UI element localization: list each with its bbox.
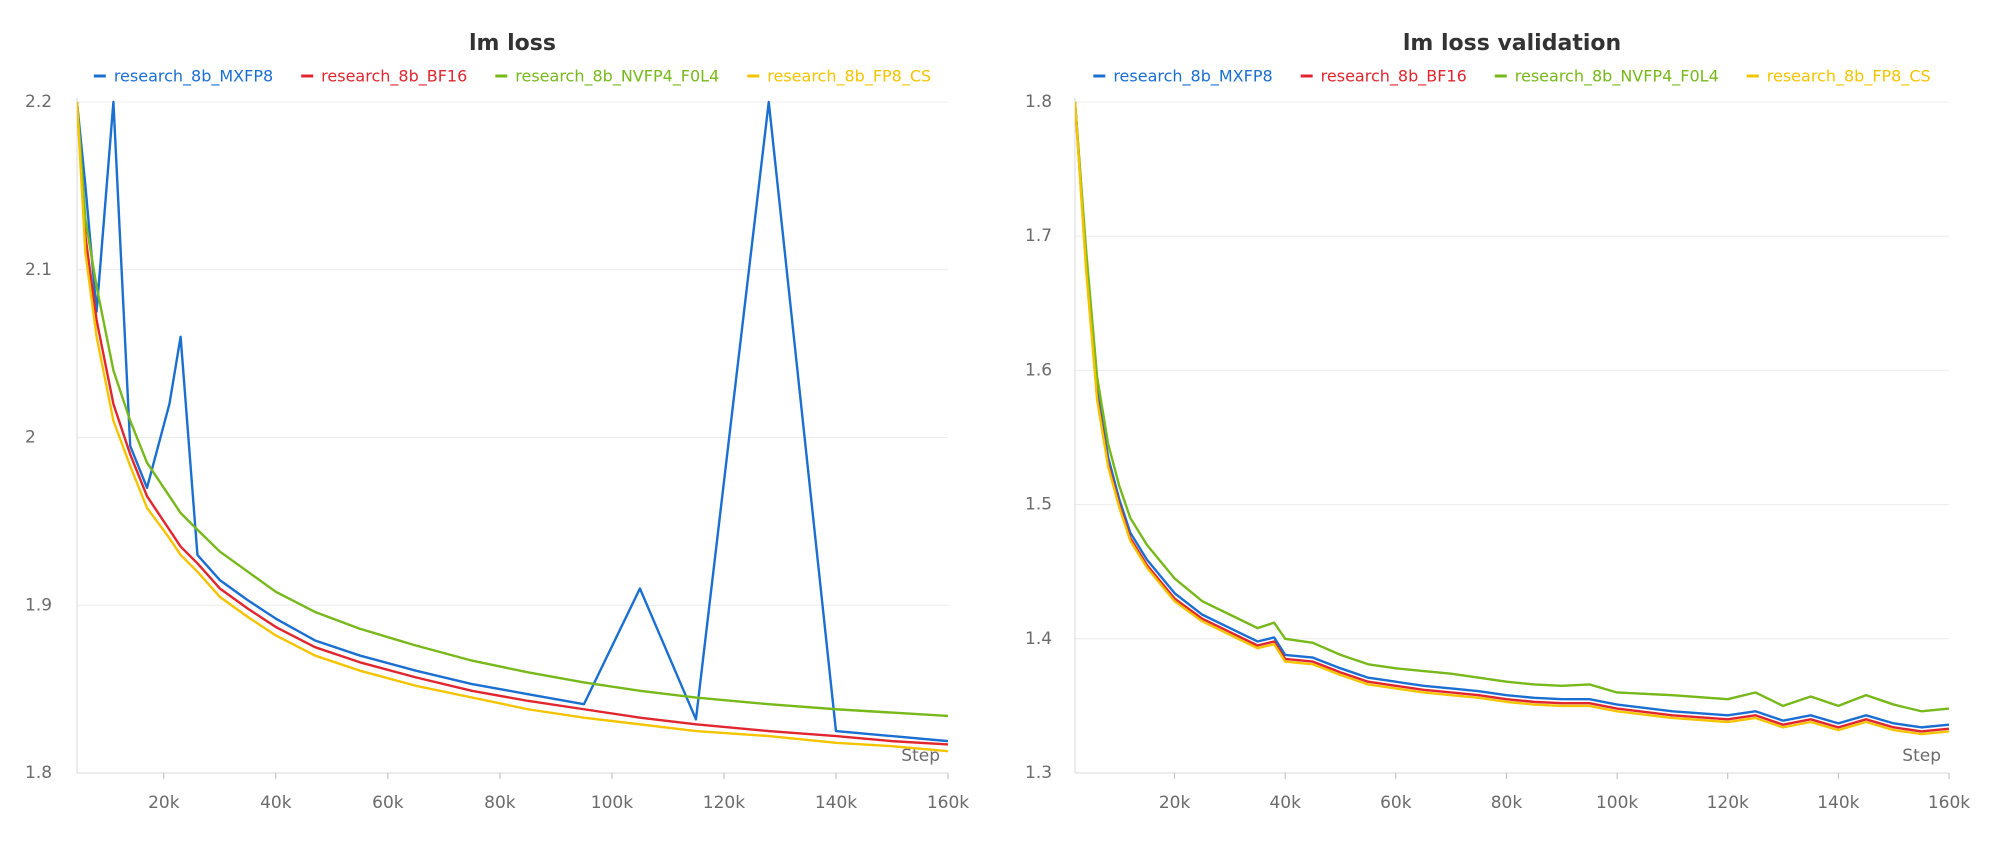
legend-label: research_8b_FP8_CS — [1767, 67, 1931, 87]
series-line — [1075, 101, 1949, 736]
y-tick-label: 1.8 — [1025, 92, 1052, 112]
series-line — [77, 100, 948, 743]
legend-label: research_8b_FP8_CS — [767, 67, 931, 87]
series-line — [77, 101, 948, 718]
y-tick-label: 1.4 — [1025, 629, 1052, 649]
y-tick-label: 2.1 — [25, 260, 52, 280]
y-tick-label: 2 — [25, 428, 36, 448]
x-tick-label: 140k — [815, 793, 857, 813]
series-line — [77, 101, 948, 746]
legend-label: research_8b_NVFP4_F0L4 — [515, 67, 719, 87]
legend: research_8b_MXFP8 research_8b_BF16 researc… — [1093, 67, 1931, 87]
chart: lm loss validation 1.3 1.4 1.5 1.6 1.7 1.8 20k 4… — [1025, 31, 1970, 813]
x-tick-label: 160k — [1928, 793, 1970, 813]
x-tick-label: 120k — [703, 793, 745, 813]
chart: lm loss 1.8 1.9 2 2.1 2.2 20k 40k 60k 80k 100k 120k… — [25, 31, 969, 813]
x-axis-label: Step — [1902, 746, 1941, 766]
chart-title: lm loss — [469, 31, 556, 56]
legend-label: research_8b_BF16 — [1321, 67, 1467, 87]
x-axis-label: Step — [901, 746, 940, 766]
legend-label: research_8b_NVFP4_F0L4 — [1515, 67, 1719, 87]
y-tick-label: 1.6 — [1025, 360, 1052, 380]
y-tick-label: 1.3 — [1025, 763, 1052, 783]
x-tick-label: 60k — [1380, 793, 1412, 813]
legend-label: research_8b_MXFP8 — [1113, 67, 1272, 87]
x-tick-label: 160k — [927, 793, 969, 813]
x-tick-label: 80k — [1491, 793, 1523, 813]
x-tick-label: 40k — [1269, 793, 1301, 813]
x-tick-label: 100k — [1596, 793, 1638, 813]
y-tick-label: 1.5 — [1025, 495, 1052, 515]
y-tick-label: 1.7 — [1025, 226, 1052, 246]
y-tick-label: 2.2 — [25, 92, 52, 112]
y-tick-label: 1.9 — [25, 595, 52, 615]
legend-label: research_8b_BF16 — [321, 67, 467, 87]
x-tick-label: 80k — [484, 793, 516, 813]
series-line — [77, 101, 948, 753]
legend: research_8b_MXFP8 research_8b_BF16 researc… — [93, 67, 931, 87]
x-tick-label: 120k — [1707, 793, 1749, 813]
x-tick-label: 100k — [591, 793, 633, 813]
series-line — [1075, 101, 1949, 733]
series-line — [1075, 101, 1949, 713]
x-tick-label: 140k — [1817, 793, 1859, 813]
series-line — [1075, 101, 1949, 729]
x-tick-label: 20k — [148, 793, 180, 813]
x-tick-label: 60k — [372, 793, 404, 813]
x-tick-label: 20k — [1159, 793, 1191, 813]
legend-label: research_8b_MXFP8 — [114, 67, 273, 87]
x-tick-label: 40k — [260, 793, 292, 813]
chart-title: lm loss validation — [1403, 31, 1621, 56]
y-tick-label: 1.8 — [25, 763, 52, 783]
